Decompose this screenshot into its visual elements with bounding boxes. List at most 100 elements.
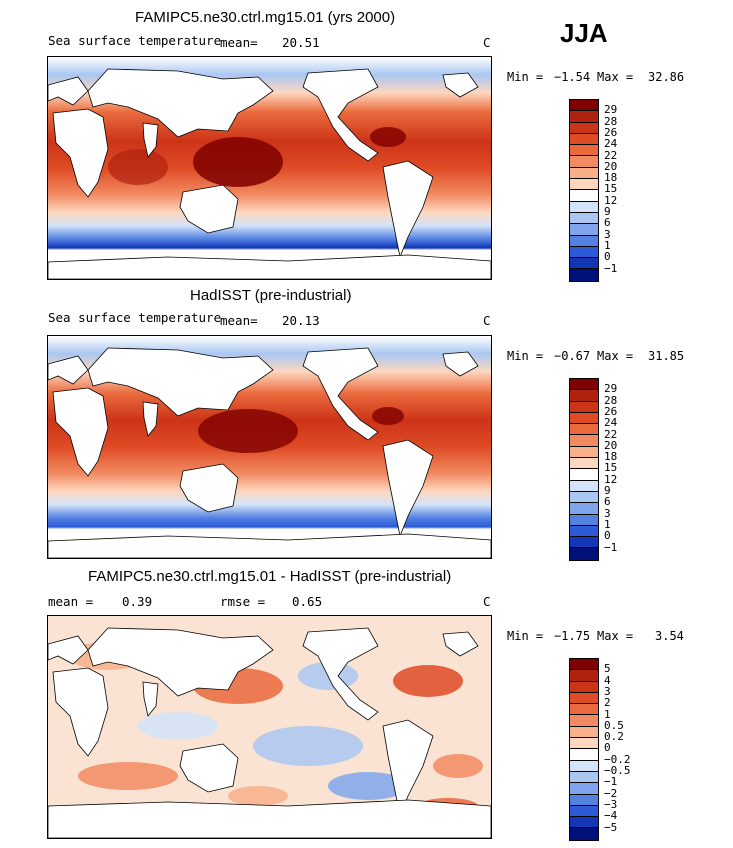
colorbar-swatch [570,828,598,840]
colorbar-tick-label: −0.2 [604,752,631,766]
panel-2-min-value: −0.67 [554,349,591,363]
panel-1-map [47,56,492,280]
panel-2-units: C [483,313,491,328]
colorbar-swatch [570,548,598,560]
colorbar-tick-label: 0.2 [604,730,624,744]
colorbar-tick-label: 28 [604,114,618,128]
panel-3-mean-value: 0.39 [122,594,153,609]
colorbar-tick-label: −4 [604,809,618,823]
colorbar-swatch [570,212,598,225]
panel-3-max-value: 3.54 [655,629,684,643]
colorbar-tick-label: 24 [604,137,618,151]
colorbar-tick-label: 15 [604,461,618,475]
colorbar-swatch [570,771,598,784]
colorbar-swatch [570,190,598,202]
panel-1-max-value: 32.86 [648,70,685,84]
colorbar-swatch [570,760,598,772]
panel-3-map [47,615,492,839]
colorbar-swatch [570,401,598,413]
colorbar-swatch [570,111,598,123]
colorbar-tick-label: 2 [604,696,611,710]
panel-2-variable-label: Sea surface temperature [48,310,222,325]
colorbar-swatch [570,435,598,447]
colorbar-tick-label: 3 [604,227,611,241]
colorbar-swatch [570,480,598,492]
colorbar-swatch [570,458,598,470]
colorbar-tick-label: 5 [604,662,611,676]
colorbar-tick-label: 1 [604,238,611,252]
colorbar-tick-label: 9 [604,205,611,218]
panel-1-variable-label: Sea surface temperature [48,33,222,48]
panel-2-min-label: Min = [507,349,544,363]
colorbar-tick-label: 28 [604,393,618,407]
colorbar-tick-label: −0.5 [604,764,631,777]
colorbar-tick-label: 6 [604,216,611,230]
panel-2-map [47,335,492,559]
colorbar-tick-label: 4 [604,673,611,687]
panel-3-units: C [483,594,491,609]
colorbar-swatch [570,659,598,671]
colorbar-tick-label: 0.5 [604,718,624,732]
panel-1-colorbar [569,99,599,282]
colorbar-tick-label: 0 [604,250,611,264]
colorbar-tick-label: −5 [604,820,618,834]
colorbar-tick-label: 12 [604,193,618,207]
colorbar-tick-label: 20 [604,438,618,452]
colorbar-tick-label: −2 [604,786,618,800]
colorbar-swatch [570,390,598,402]
colorbar-swatch [570,514,598,526]
colorbar-swatch [570,537,598,549]
panel-1-min-value: −1.54 [554,70,591,84]
panel-1-title: FAMIPC5.ne30.ctrl.mg15.01 (yrs 2000) [135,9,396,26]
colorbar-swatch [570,424,598,436]
panel-2-map-svg [48,336,491,558]
colorbar-swatch [570,122,598,134]
colorbar-swatch [570,794,598,806]
colorbar-swatch [570,681,598,693]
panel-3-rmse-value: 0.65 [292,594,323,609]
colorbar-swatch [570,145,598,157]
panel-2-max-value: 31.85 [648,349,685,363]
panel-3-rmse-label: rmse = [220,594,266,609]
colorbar-swatch [570,133,598,146]
panel-2-mean-value: 20.13 [282,313,320,328]
colorbar-tick-label: −1 [604,261,618,275]
colorbar-tick-label: 12 [604,472,618,486]
panel-1-min-label: Min = [507,70,544,84]
colorbar-tick-label: 26 [604,404,618,418]
colorbar-swatch [570,379,598,391]
colorbar-swatch [570,749,598,761]
colorbar-tick-label: 3 [604,506,611,520]
panel-1-map-svg [48,57,491,279]
panel-1-mean-label: mean= [220,35,258,50]
colorbar-tick-label: 29 [604,103,618,117]
colorbar-tick-label: 22 [604,427,618,441]
colorbar-swatch [570,446,598,459]
colorbar-swatch [570,738,598,750]
colorbar-swatch [570,246,598,259]
colorbar-swatch [570,783,598,795]
colorbar-swatch [570,469,598,481]
colorbar-tick-label: 24 [604,416,618,430]
colorbar-swatch [570,269,598,281]
panel-3-mean-label: mean = [48,594,94,609]
colorbar-swatch [570,235,598,247]
colorbar-swatch [570,692,598,705]
panel-2-colorbar [569,378,599,561]
colorbar-swatch [570,525,598,538]
colorbar-tick-label: 15 [604,182,618,196]
colorbar-swatch [570,179,598,191]
colorbar-swatch [570,491,598,504]
colorbar-tick-label: 0 [604,741,611,755]
season-label: JJA [560,18,608,48]
colorbar-swatch [570,156,598,168]
colorbar-swatch [570,167,598,180]
panel-1-max-label: Max = [597,70,634,84]
colorbar-tick-label: 29 [604,382,618,396]
colorbar-swatch [570,726,598,739]
colorbar-tick-label: 26 [604,125,618,139]
colorbar-tick-label: 3 [604,684,611,698]
colorbar-tick-label: 18 [604,171,618,185]
colorbar-swatch [570,201,598,213]
colorbar-swatch [570,670,598,682]
